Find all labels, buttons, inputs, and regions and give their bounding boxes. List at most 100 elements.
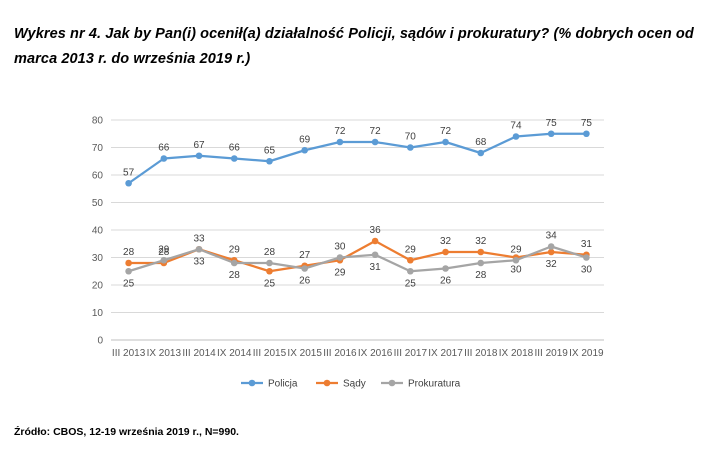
- data-point: [336, 138, 344, 146]
- y-tick-label: 20: [92, 281, 104, 292]
- x-tick-label: IX 2018: [499, 348, 534, 359]
- data-label: 28: [158, 247, 170, 258]
- data-point: [195, 152, 203, 160]
- x-tick-label: III 2018: [464, 348, 498, 359]
- data-point: [371, 251, 379, 259]
- data-label: 74: [510, 121, 522, 132]
- data-label: 30: [334, 242, 346, 253]
- data-point: [160, 155, 168, 162]
- legend-label: Policja: [268, 379, 298, 390]
- data-point: [160, 256, 168, 264]
- y-tick-label: 0: [97, 336, 103, 347]
- data-point: [230, 259, 238, 267]
- data-label: 67: [193, 140, 205, 151]
- data-label: 29: [158, 244, 170, 255]
- data-point: [266, 267, 273, 275]
- x-tick-label: III 2013: [112, 348, 146, 359]
- data-label: 25: [123, 278, 135, 289]
- data-label: 25: [264, 278, 276, 289]
- data-label: 29: [334, 267, 346, 278]
- data-point: [266, 259, 273, 267]
- data-label: 33: [193, 233, 205, 244]
- data-label: 72: [370, 126, 382, 137]
- data-label: 57: [123, 167, 135, 178]
- x-tick-label: IX 2017: [428, 348, 463, 359]
- data-label: 31: [581, 239, 593, 250]
- data-point: [336, 254, 344, 261]
- data-point: [230, 155, 238, 162]
- data-label: 26: [299, 276, 311, 287]
- data-point: [512, 133, 520, 140]
- y-tick-label: 40: [92, 226, 104, 237]
- x-tick-label: IX 2016: [358, 348, 393, 359]
- data-label: 68: [475, 137, 487, 148]
- x-tick-label: IX 2013: [147, 348, 182, 359]
- data-label: 28: [264, 247, 276, 258]
- data-point: [442, 248, 449, 256]
- data-point: [547, 248, 555, 256]
- data-label: 28: [229, 270, 241, 281]
- data-point: [407, 144, 414, 151]
- series-line: [128, 245, 587, 273]
- data-label: 65: [264, 145, 276, 156]
- legend-swatch-marker: [388, 379, 396, 387]
- y-tick-label: 50: [92, 198, 104, 209]
- data-label: 70: [405, 132, 417, 143]
- legend-swatch-marker: [323, 379, 331, 387]
- data-label: 66: [158, 143, 170, 154]
- data-point: [301, 146, 308, 154]
- legend-swatch-marker: [248, 379, 256, 387]
- legend-item-prokuratura: Prokuratura: [381, 379, 461, 390]
- data-label: 72: [440, 126, 452, 137]
- data-label: 72: [334, 126, 346, 137]
- data-point: [583, 254, 590, 261]
- data-label: 36: [370, 225, 382, 236]
- y-tick-label: 10: [92, 308, 104, 319]
- x-tick-label: III 2015: [253, 348, 287, 359]
- gridlines: [111, 119, 604, 341]
- data-label: 75: [546, 118, 558, 129]
- data-point: [371, 237, 379, 245]
- data-label: 31: [370, 262, 382, 273]
- series-group: 57 66 67 66 65 69 72 72 70 72 68 74 75 75 28 28 33 29 25 27…: [123, 118, 592, 290]
- source-note: Źródło: CBOS, 12-19 września 2019 r., N=…: [14, 426, 239, 438]
- data-point: [407, 256, 414, 264]
- data-label: 29: [229, 244, 241, 255]
- data-point: [477, 248, 485, 256]
- x-tick-label: IX 2015: [287, 348, 322, 359]
- legend-label: Sądy: [343, 379, 366, 390]
- x-axis: III 2013 IX 2013 III 2014 IX 2014 III 2015 IX…: [112, 348, 604, 359]
- data-point: [547, 130, 555, 138]
- data-label: 34: [546, 231, 558, 242]
- data-label: 28: [123, 247, 135, 258]
- series-policja: 57 66 67 66 65 69 72 72 70 72 68 74 75 75: [123, 118, 592, 187]
- x-tick-label: III 2016: [323, 348, 357, 359]
- data-label: 33: [193, 256, 205, 267]
- data-label: 28: [475, 270, 487, 281]
- data-point: [125, 267, 132, 275]
- data-point: [477, 149, 485, 157]
- x-tick-label: III 2014: [182, 348, 216, 359]
- chart-title: Wykres nr 4. Jak by Pan(i) ocenił(a) dzi…: [14, 26, 694, 67]
- data-label: 25: [405, 278, 417, 289]
- data-point: [407, 267, 414, 275]
- data-point: [266, 157, 273, 165]
- x-tick-label: IX 2019: [569, 348, 604, 359]
- data-point: [371, 138, 379, 146]
- data-label: 32: [546, 259, 558, 270]
- data-label: 32: [440, 236, 452, 247]
- data-label: 66: [229, 143, 241, 154]
- y-tick-label: 80: [92, 116, 104, 127]
- x-tick-label: III 2019: [534, 348, 568, 359]
- data-point: [547, 243, 555, 250]
- data-label: 30: [510, 265, 522, 276]
- data-point: [125, 259, 132, 267]
- data-label: 69: [299, 134, 311, 145]
- x-tick-label: III 2017: [394, 348, 428, 359]
- data-point: [442, 138, 449, 146]
- x-tick-label: IX 2014: [217, 348, 252, 359]
- data-label: 30: [581, 265, 593, 276]
- series-line: [127, 132, 587, 185]
- y-tick-label: 60: [92, 171, 104, 182]
